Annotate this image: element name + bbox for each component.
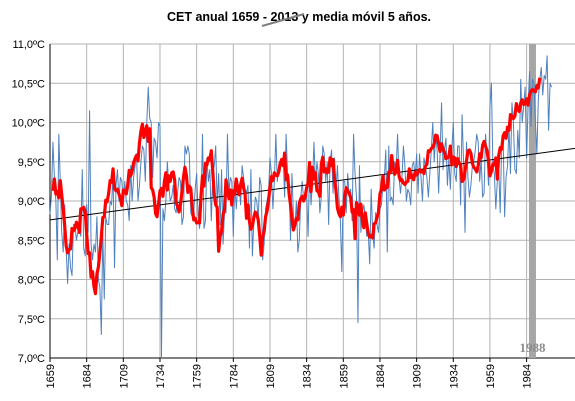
x-tick-label: 1734: [155, 364, 167, 388]
x-tick-label: 1784: [228, 364, 240, 388]
x-tick-label: 1859: [338, 364, 350, 388]
y-tick-label: 8,0ºC: [18, 275, 45, 287]
grid: [49, 43, 575, 359]
annotation-label: 1988: [519, 340, 546, 355]
y-tick-label: 9,0ºC: [18, 196, 45, 208]
moving-average-series-line: [51, 77, 542, 296]
series-layer: [49, 55, 575, 359]
y-tick-label: 8,5ºC: [18, 235, 45, 247]
x-tick-label: 1884: [375, 364, 387, 388]
y-tick-label: 7,0ºC: [18, 353, 45, 365]
title-strikethrough: [261, 13, 305, 27]
x-axis-ticks: 1659 1684 1709 1734 1759 1784 1809 1834 1859 1884…: [45, 358, 534, 388]
x-tick-label: 1959: [485, 364, 497, 388]
annual-series-line: [49, 55, 553, 359]
x-tick-label: 1759: [192, 364, 204, 388]
marker-band: [528, 44, 536, 358]
x-tick-label: 1834: [302, 364, 314, 388]
x-tick-label: 1684: [82, 364, 94, 388]
x-tick-label: 1934: [448, 364, 460, 388]
y-axis-ticks: 7,0ºC 7,5ºC 8,0ºC 8,5ºC 9,0ºC 9,5ºC 10,0ºC 10,5…: [12, 39, 45, 365]
y-tick-label: 10,0ºC: [12, 118, 45, 130]
y-tick-label: 9,5ºC: [18, 157, 45, 169]
annotation-band: [528, 44, 536, 358]
y-tick-label: 7,5ºC: [18, 314, 45, 326]
x-tick-label: 1809: [265, 364, 277, 388]
x-tick-label: 1659: [45, 364, 57, 388]
chart-title: CET anual 1659 - 2013 y media móvil 5 añ…: [167, 10, 431, 24]
struck-year: 2013: [271, 10, 299, 24]
x-tick-label: 1909: [412, 364, 424, 388]
x-tick-label: 1984: [522, 364, 534, 388]
y-tick-label: 10,5ºC: [12, 78, 45, 90]
y-tick-label: 11,0ºC: [12, 39, 45, 51]
x-tick-label: 1709: [118, 364, 130, 388]
